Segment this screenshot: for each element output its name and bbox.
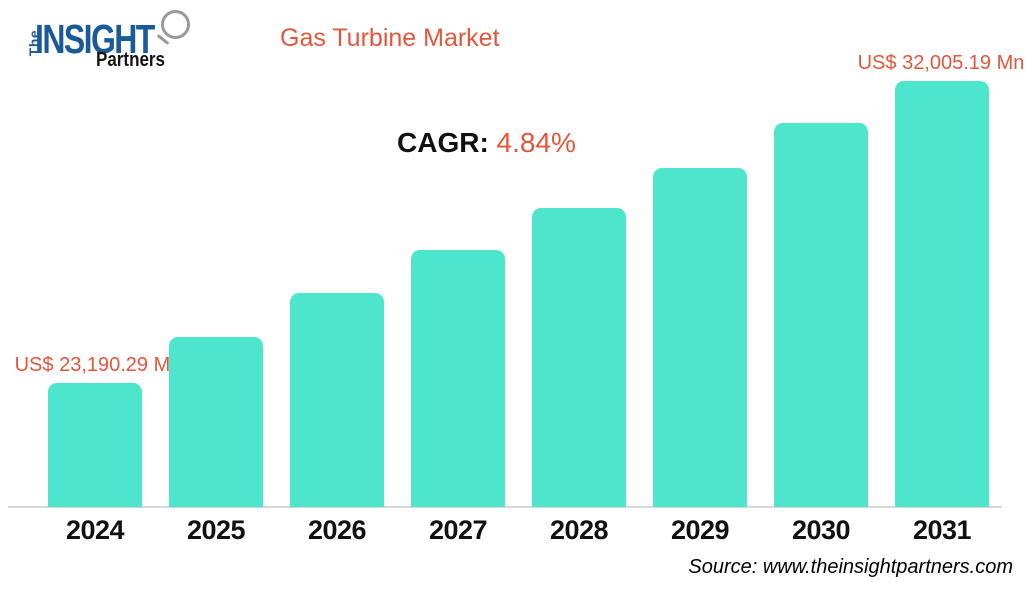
bar-2031 bbox=[895, 81, 989, 507]
last-bar-value-label: US$ 32,005.19 Mn bbox=[857, 52, 1025, 74]
bar-2030 bbox=[774, 123, 868, 507]
logo-insight-text: INSIGHT bbox=[35, 16, 155, 62]
x-axis-label-2025: 2025 bbox=[186, 515, 246, 545]
bar-2025 bbox=[169, 337, 263, 507]
insight-partners-logo: The INSIGHT Partners bbox=[25, 8, 205, 76]
logo-partners-text: Partners bbox=[96, 49, 165, 71]
bar-2028 bbox=[532, 208, 626, 507]
x-axis-label-2029: 2029 bbox=[670, 515, 730, 545]
bar-2029 bbox=[653, 168, 747, 507]
cagr-annotation: CAGR: 4.84% bbox=[397, 127, 576, 159]
bar-2026 bbox=[290, 293, 384, 507]
x-axis-label-2027: 2027 bbox=[428, 515, 488, 545]
x-axis-label-2028: 2028 bbox=[549, 515, 609, 545]
x-axis-label-2030: 2030 bbox=[791, 515, 851, 545]
x-axis-label-2031: 2031 bbox=[912, 515, 972, 545]
cagr-label: CAGR: bbox=[397, 127, 489, 158]
source-text: Source: www.theinsightpartners.com bbox=[688, 556, 1013, 578]
x-axis-label-2024: 2024 bbox=[65, 515, 125, 545]
first-bar-value-label: US$ 23,190.29 Mn bbox=[14, 354, 182, 376]
chart-title: Gas Turbine Market bbox=[280, 24, 500, 52]
magnifier-icon bbox=[161, 10, 190, 39]
bar-2027 bbox=[411, 250, 505, 507]
bar-2024 bbox=[48, 383, 142, 507]
x-axis-label-2026: 2026 bbox=[307, 515, 367, 545]
x-axis-line bbox=[8, 506, 1002, 508]
cagr-value: 4.84% bbox=[496, 127, 576, 158]
